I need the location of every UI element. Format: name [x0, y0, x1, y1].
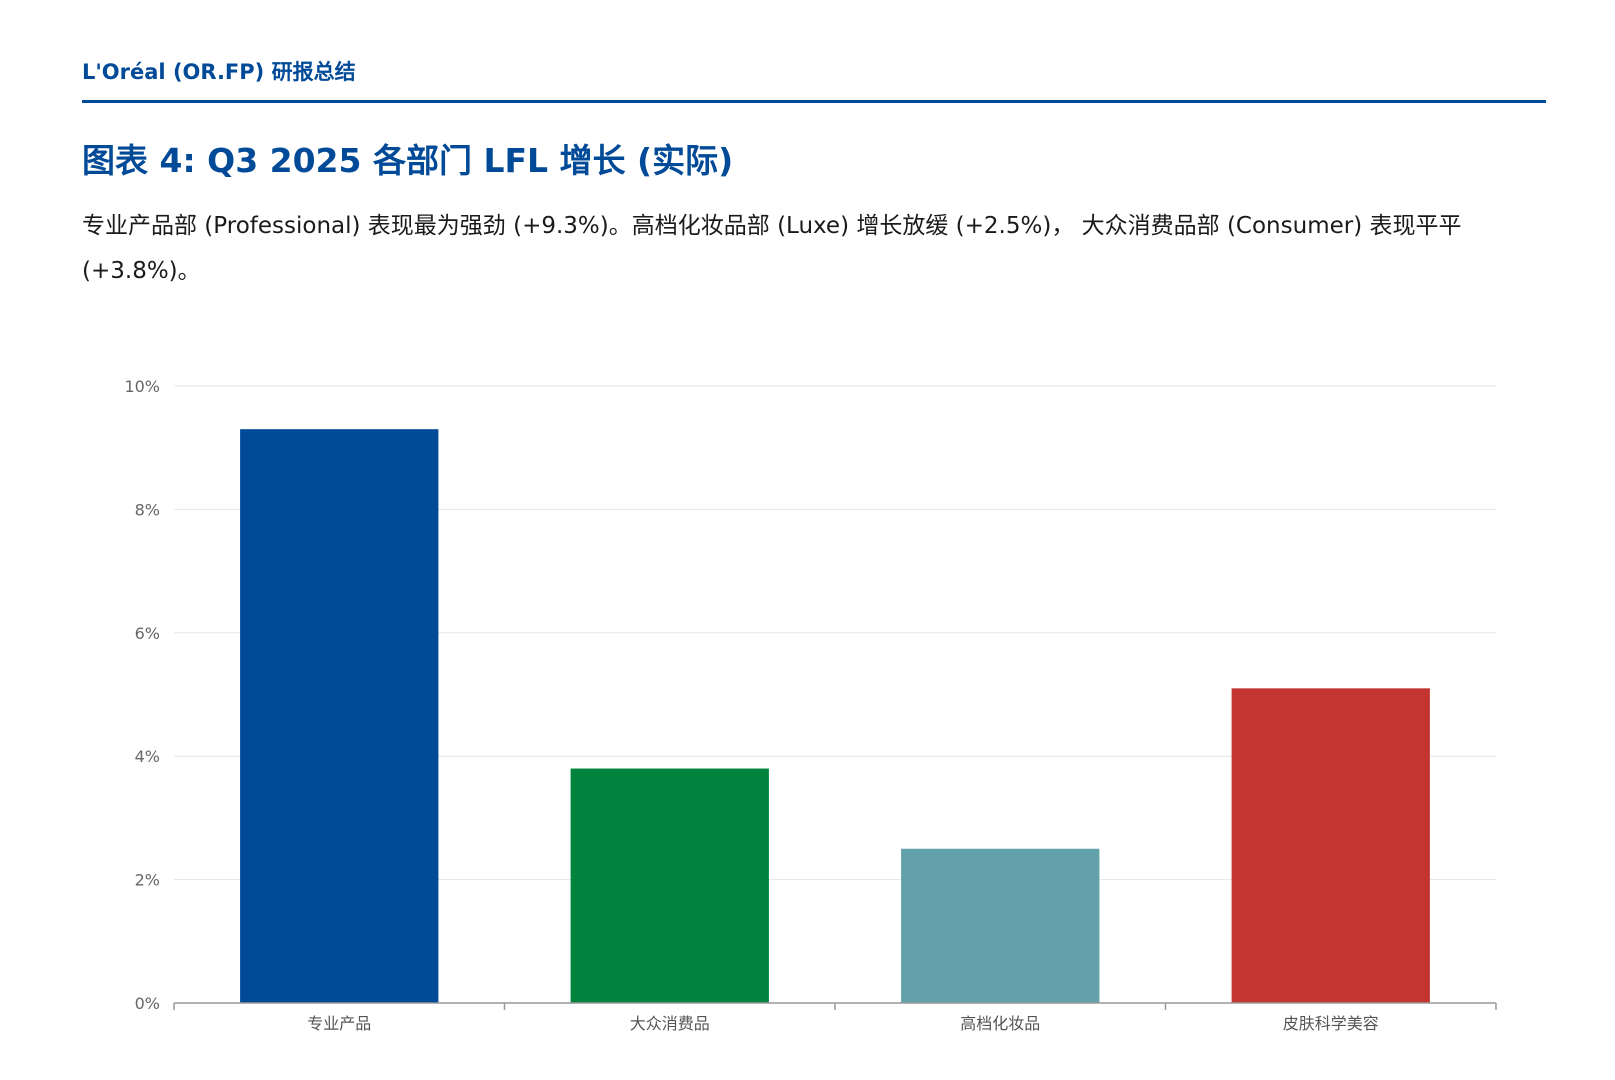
- bar: [570, 768, 769, 1003]
- x-tick-label: 皮肤科学美容: [1283, 1014, 1379, 1033]
- y-tick-label: 2%: [135, 871, 160, 890]
- y-tick-label: 10%: [124, 377, 160, 396]
- y-tick-label: 6%: [135, 624, 160, 643]
- y-axis-tick-labels: 0% 2% 4% 6% 8% 10%: [124, 377, 160, 1013]
- x-tick-label: 专业产品: [307, 1014, 371, 1033]
- x-axis-tick-labels: 专业产品 大众消费品 高档化妆品 皮肤科学美容: [307, 1014, 1379, 1033]
- bar-chart: 0% 2% 4% 6% 8% 10% 专业产品 大众消费品 高档化妆品 皮肤科学美容: [124, 377, 1497, 1033]
- figure-title: 图表 4: Q3 2025 各部门 LFL 增长 (实际): [82, 141, 734, 180]
- header-divider: [82, 100, 1546, 103]
- y-tick-label: 0%: [135, 994, 160, 1013]
- figure-description: 专业产品部 (Professional) 表现最为强劲 (+9.3%)。高档化妆…: [82, 213, 1462, 284]
- bar: [901, 848, 1100, 1003]
- x-axis: [173, 1002, 1497, 1010]
- bar: [240, 429, 439, 1003]
- y-tick-label: 8%: [135, 500, 160, 519]
- bar-chart-container: 0% 2% 4% 6% 8% 10% 专业产品 大众消费品 高档化妆品 皮肤科学美容: [82, 350, 1546, 1070]
- bar: [1231, 688, 1430, 1003]
- y-tick-label: 4%: [135, 747, 160, 766]
- x-tick-label: 高档化妆品: [960, 1014, 1040, 1033]
- x-tick-label: 大众消费品: [630, 1014, 710, 1033]
- bars: [240, 429, 1430, 1003]
- report-header-title: L'Oréal (OR.FP) 研报总结: [82, 60, 356, 84]
